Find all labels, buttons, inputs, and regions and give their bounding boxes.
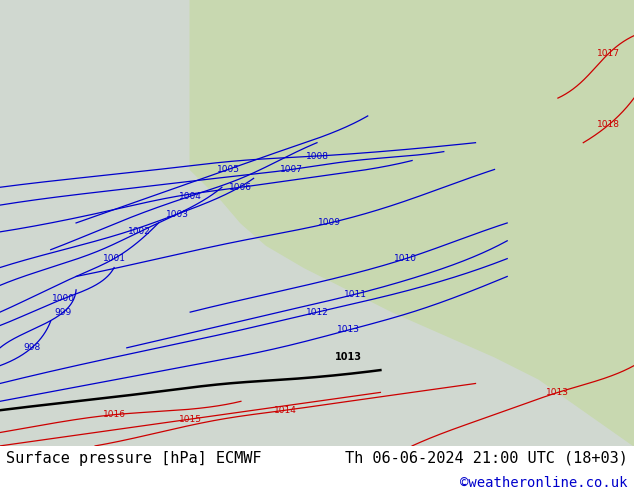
Polygon shape: [0, 446, 634, 490]
Text: 1012: 1012: [306, 308, 328, 317]
Text: 1006: 1006: [230, 183, 252, 192]
Text: 999: 999: [55, 308, 72, 317]
Text: ©weatheronline.co.uk: ©weatheronline.co.uk: [460, 476, 628, 490]
Polygon shape: [190, 0, 634, 446]
Text: 1005: 1005: [217, 165, 240, 174]
Text: 1013: 1013: [547, 388, 569, 397]
Text: 1002: 1002: [128, 227, 151, 236]
Text: 1017: 1017: [597, 49, 620, 58]
Text: 1014: 1014: [274, 406, 297, 415]
Text: 1007: 1007: [280, 165, 303, 174]
Text: 1013: 1013: [335, 352, 362, 362]
Text: 1004: 1004: [179, 192, 202, 201]
Text: 1003: 1003: [166, 210, 189, 219]
Text: 1018: 1018: [597, 121, 620, 129]
Polygon shape: [558, 0, 634, 334]
Text: 1001: 1001: [103, 254, 126, 263]
Text: 1015: 1015: [179, 415, 202, 424]
Text: 1010: 1010: [394, 254, 417, 263]
Text: 1016: 1016: [103, 410, 126, 419]
Text: 1000: 1000: [52, 294, 75, 303]
Text: 1013: 1013: [337, 325, 360, 335]
Polygon shape: [0, 0, 634, 446]
Text: Th 06-06-2024 21:00 UTC (18+03): Th 06-06-2024 21:00 UTC (18+03): [345, 451, 628, 466]
Text: 1008: 1008: [306, 151, 328, 161]
Text: 1009: 1009: [318, 219, 341, 227]
Text: 1011: 1011: [344, 290, 366, 299]
Text: Surface pressure [hPa] ECMWF: Surface pressure [hPa] ECMWF: [6, 451, 262, 466]
Text: 998: 998: [23, 343, 41, 352]
